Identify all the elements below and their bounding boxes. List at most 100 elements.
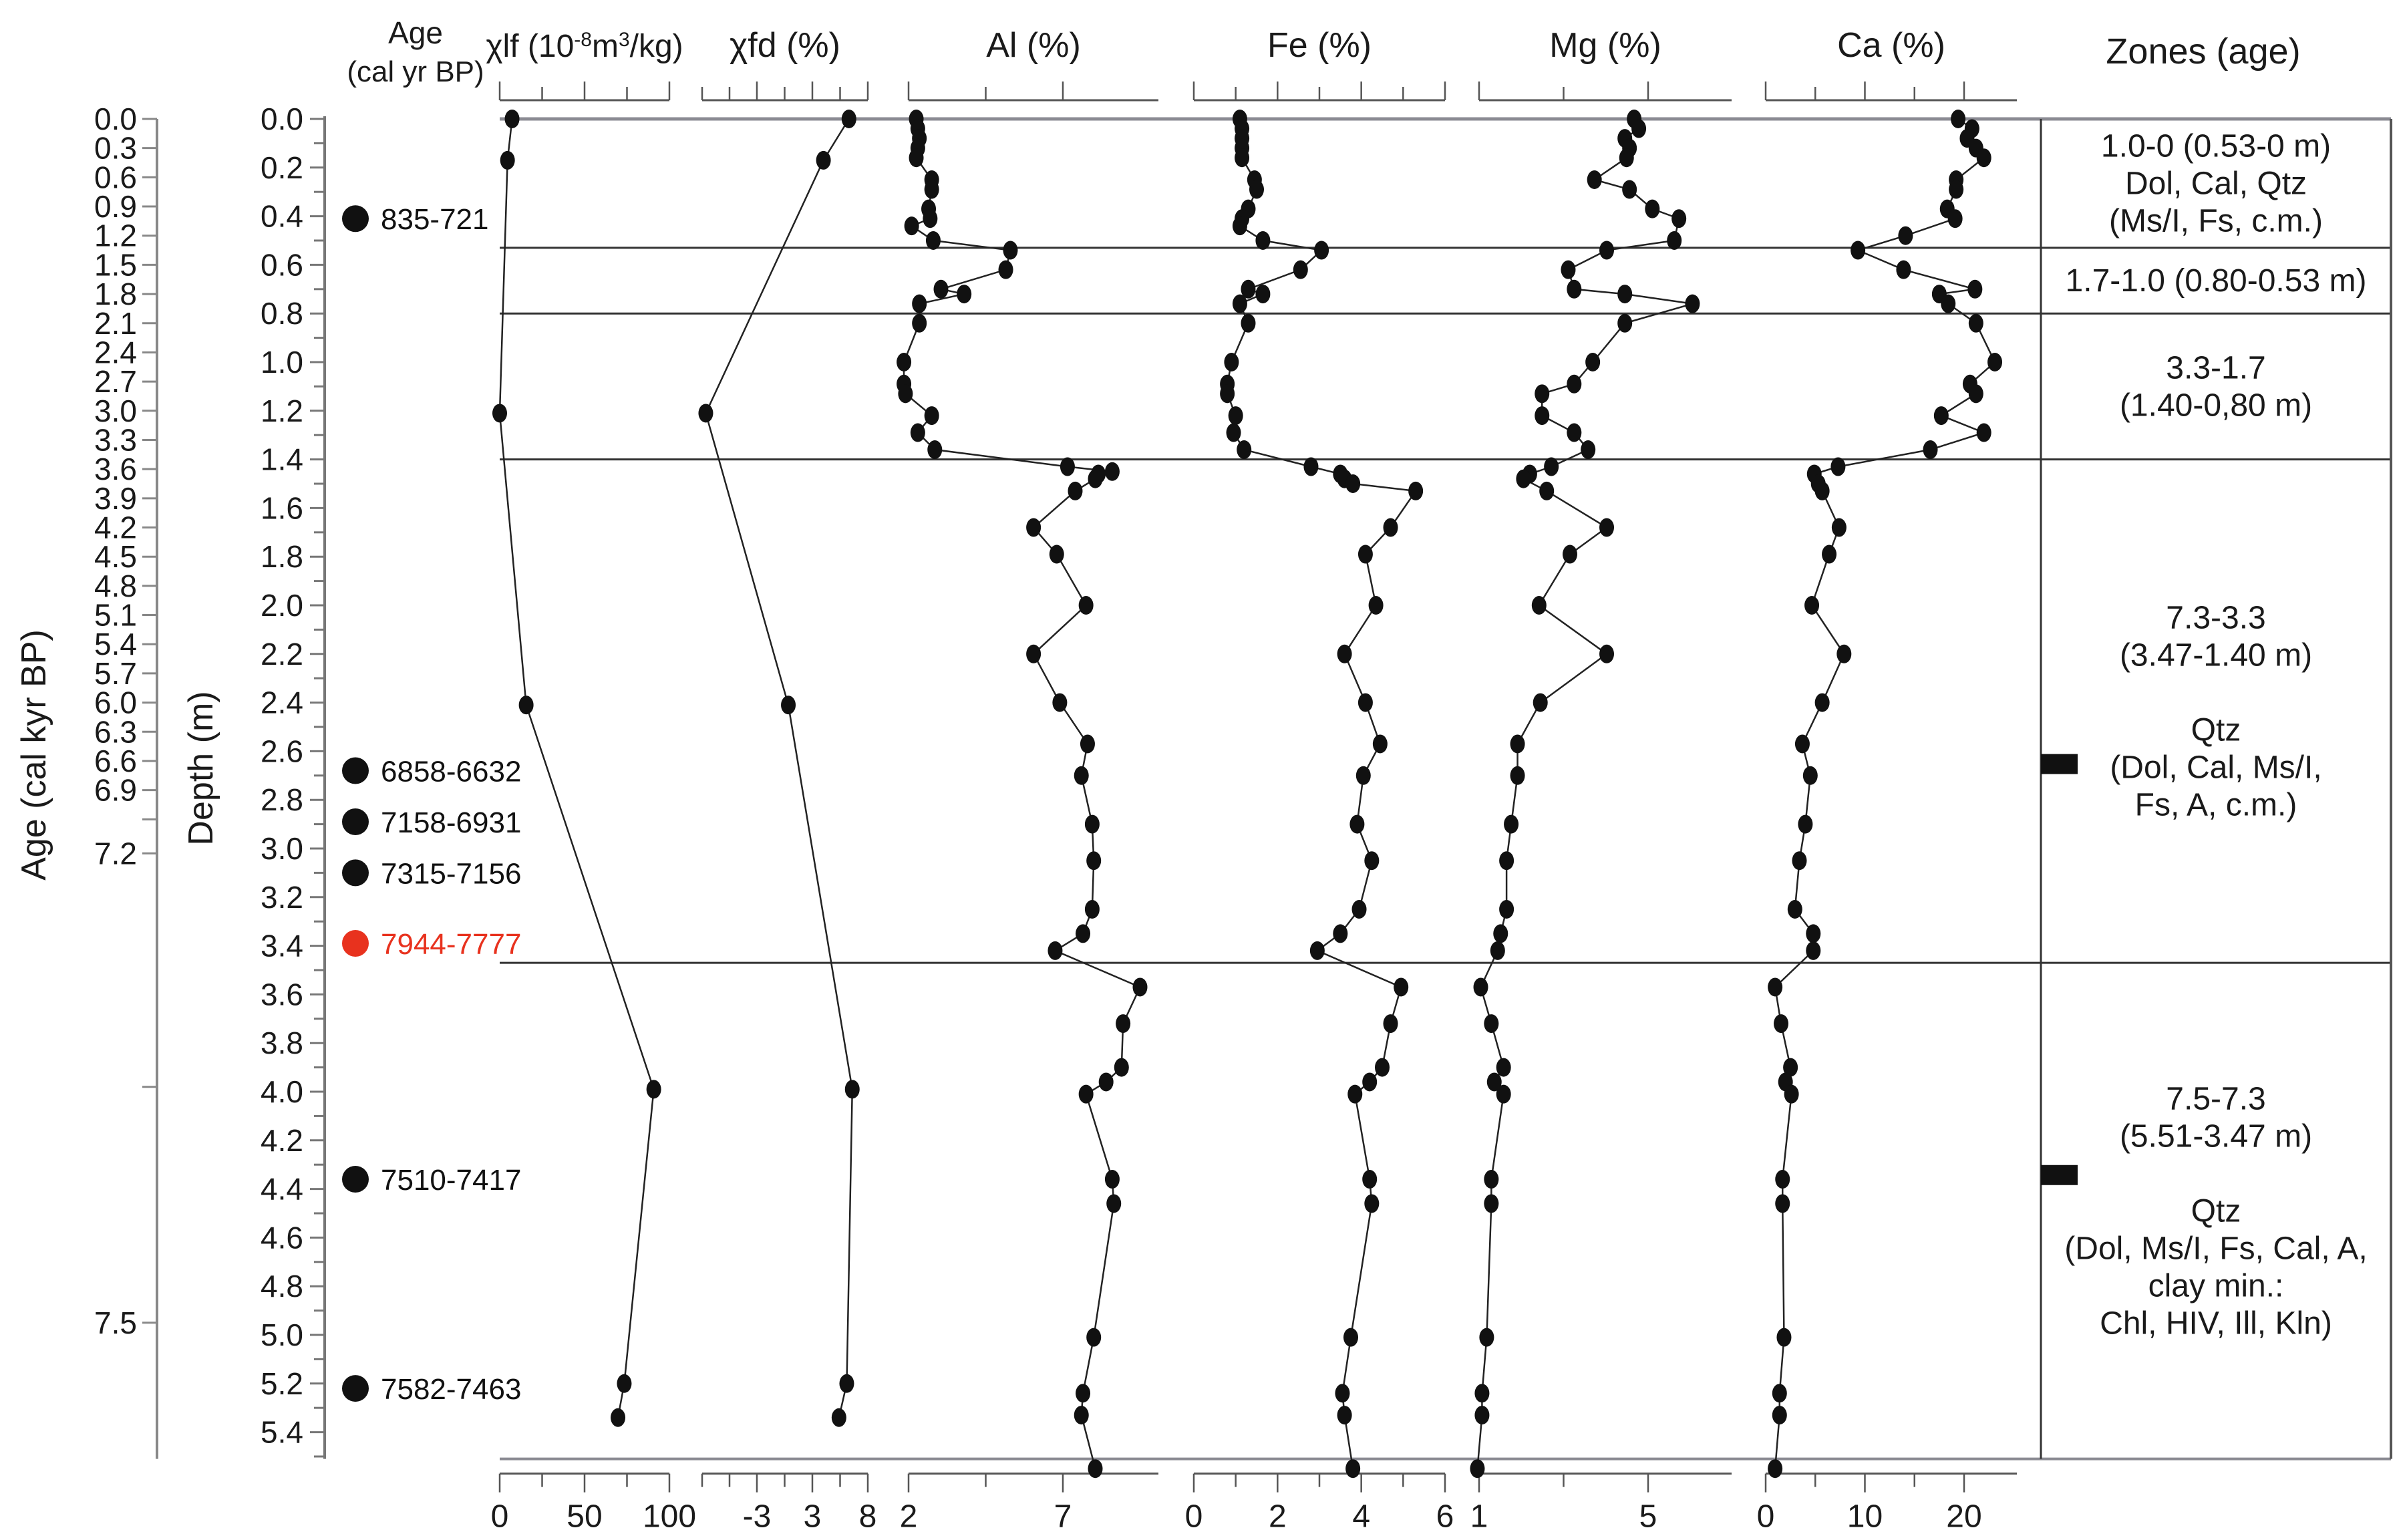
data-point-al xyxy=(1076,1384,1091,1403)
depth-tick-label: 1.6 xyxy=(261,490,303,525)
data-point-fd xyxy=(816,150,831,170)
age-tick-label: 0.9 xyxy=(94,189,137,224)
depth-tick-label: 1.2 xyxy=(261,394,303,428)
data-point-fe xyxy=(1232,294,1247,313)
data-point-fe xyxy=(1362,1072,1378,1092)
x-tick-label-lf: 50 xyxy=(567,1499,602,1535)
x-tick-label-fe: 4 xyxy=(1352,1499,1370,1535)
data-point-mg xyxy=(1599,241,1615,260)
data-point-al xyxy=(1114,1058,1129,1077)
data-point-mg xyxy=(1619,148,1634,168)
data-point-fe xyxy=(1355,766,1371,785)
data-point-fe xyxy=(1235,148,1250,168)
data-point-al xyxy=(1026,518,1042,537)
x-tick-label-fe: 2 xyxy=(1269,1499,1287,1535)
data-point-al xyxy=(1088,1459,1103,1479)
data-point-ca xyxy=(1775,1170,1790,1189)
data-point-ca xyxy=(1814,481,1830,500)
data-point-fe xyxy=(1372,734,1388,754)
x-tick-label-lf: 100 xyxy=(643,1499,696,1535)
data-point-al xyxy=(933,279,949,299)
data-point-ca xyxy=(1787,900,1802,919)
zone-label: 7.3-3.3 xyxy=(2166,600,2265,635)
data-point-mg xyxy=(1561,260,1576,279)
data-point-fe xyxy=(1237,440,1252,460)
data-point-al xyxy=(998,260,1013,279)
data-point-mg xyxy=(1581,440,1596,460)
age-tick-label: 4.2 xyxy=(94,510,137,545)
zone-label: 7.5-7.3 xyxy=(2166,1081,2265,1116)
age-tick-label: 2.7 xyxy=(94,364,137,399)
zones-column: 1.0-0 (0.53-0 m)Dol, Cal, Qtz(Ms/I, Fs, … xyxy=(2041,128,2368,1341)
x-tick-label-fd: 8 xyxy=(859,1499,877,1535)
date-label: 835-721 xyxy=(381,203,488,236)
data-point-fe xyxy=(1255,285,1271,304)
date-marker-icon xyxy=(342,1166,369,1193)
data-point-ca xyxy=(1968,313,1983,333)
data-point-mg xyxy=(1516,469,1531,488)
data-point-al xyxy=(1084,900,1100,919)
data-point-mg xyxy=(1617,285,1633,304)
data-point-ca xyxy=(1923,440,1938,460)
zone-label: (Ms/I, Fs, c.m.) xyxy=(2109,203,2323,239)
data-point-fe xyxy=(1314,241,1329,260)
data-point-ca xyxy=(1947,209,1963,228)
depth-tick-label: 4.6 xyxy=(261,1220,303,1255)
date-marker-icon xyxy=(342,808,369,835)
data-point-fe xyxy=(1383,1014,1398,1034)
data-point-ca xyxy=(1804,596,1820,615)
data-point-mg xyxy=(1474,1384,1490,1403)
x-tick-label-al: 2 xyxy=(900,1499,918,1535)
data-point-mg xyxy=(1562,545,1577,564)
data-point-al xyxy=(1086,1328,1102,1347)
data-point-mg xyxy=(1617,313,1633,333)
zones-header: Zones (age) xyxy=(2106,31,2300,71)
depth-tick-label: 5.0 xyxy=(261,1318,303,1352)
data-point-lf xyxy=(500,150,515,170)
data-point-lf xyxy=(504,110,520,128)
series-line-mg xyxy=(1476,118,1693,1469)
data-point-lf xyxy=(492,404,507,423)
data-point-fe xyxy=(1349,814,1365,834)
data-point-mg xyxy=(1496,1058,1511,1077)
data-point-ca xyxy=(1967,279,1983,299)
data-point-al xyxy=(1068,481,1083,500)
data-point-mg xyxy=(1567,279,1582,299)
data-point-mg xyxy=(1484,1170,1499,1189)
zone-label: clay min.: xyxy=(2148,1268,2284,1303)
data-point-ca xyxy=(1976,148,1991,168)
data-point-al xyxy=(924,406,939,426)
zone-label: (Dol, Ms/I, Fs, Cal, A, xyxy=(2064,1231,2367,1266)
data-point-ca xyxy=(1851,241,1866,260)
depth-tick-label: 0.2 xyxy=(261,150,303,185)
data-point-al xyxy=(1026,644,1042,663)
data-point-mg xyxy=(1567,374,1582,394)
data-point-mg xyxy=(1567,423,1582,442)
data-point-ca xyxy=(1802,766,1818,785)
data-point-fe xyxy=(1220,384,1235,404)
data-point-fe xyxy=(1255,231,1271,250)
data-point-ca xyxy=(1776,1328,1792,1347)
data-point-ca xyxy=(1783,1058,1798,1077)
data-point-fe xyxy=(1394,977,1409,997)
depth-tick-label: 4.4 xyxy=(261,1172,303,1207)
x-tick-label-ca: 0 xyxy=(1757,1499,1775,1535)
zone-label: 3.3-1.7 xyxy=(2166,350,2265,386)
data-point-ca xyxy=(1933,406,1949,426)
data-point-mg xyxy=(1585,353,1601,371)
age-tick-label: 6.6 xyxy=(94,744,137,778)
age-tick-label: 6.0 xyxy=(94,685,137,720)
series-header-al: Al (%) xyxy=(986,26,1081,65)
data-point-fe xyxy=(1309,941,1325,960)
data-point-ca xyxy=(1784,1084,1799,1104)
age-tick-label: 3.3 xyxy=(94,422,137,457)
data-point-mg xyxy=(1490,941,1505,960)
data-point-al xyxy=(1048,941,1063,960)
data-point-al xyxy=(904,216,919,236)
data-point-mg xyxy=(1544,457,1559,476)
data-point-mg xyxy=(1474,1406,1490,1425)
age-tick-label: 3.0 xyxy=(94,394,137,428)
zone-marker-bar xyxy=(2041,754,2078,774)
date-label: 7510-7417 xyxy=(381,1164,521,1197)
